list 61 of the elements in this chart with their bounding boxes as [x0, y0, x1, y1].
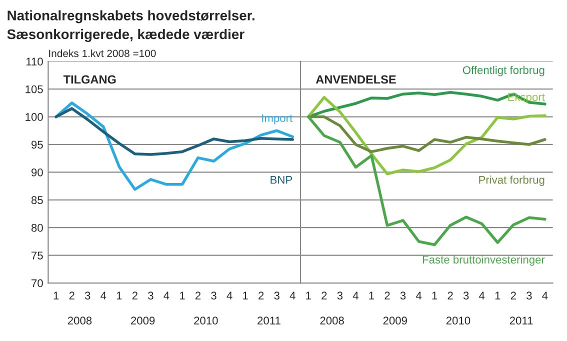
x-tick-label: 4 [542, 292, 548, 300]
x-tick-label: 1 [495, 292, 500, 300]
x-tick-label: 3 [148, 292, 154, 300]
x-tick-label: 4 [290, 292, 296, 300]
text: 2008 [68, 316, 92, 325]
y-tick-label: 110 [26, 58, 43, 66]
chart-subtitle: Sæsonkorrigerede, kædede værdier [7, 28, 244, 42]
x-tick-label: 4 [479, 292, 485, 300]
x-tick-label: 2 [384, 292, 390, 300]
line-series [54, 107, 294, 156]
y-tick-label: 80 [31, 224, 43, 232]
x-tick-label: 4 [226, 292, 232, 300]
x-tick-label: 1 [432, 292, 438, 300]
text: 2010 [194, 316, 218, 325]
text: BNP [270, 176, 292, 184]
text: 2009 [383, 316, 407, 325]
text: 2009 [131, 316, 155, 325]
x-tick-label: 4 [164, 292, 170, 300]
x-tick-label: 2 [132, 292, 138, 300]
x-tick-label: 1 [369, 292, 374, 300]
series-label: Import [262, 114, 293, 124]
y-tick-label: 105 [26, 85, 43, 94]
x-tick-label: 1 [116, 292, 122, 300]
x-tick-label: 3 [337, 292, 343, 300]
text: 2010 [446, 316, 470, 325]
x-tick-label: 2 [195, 292, 201, 300]
series-label: Offentligt forbrug [462, 66, 544, 76]
x-tick-label: 2 [69, 292, 74, 300]
x-tick-label: 1 [180, 292, 185, 300]
y-tick-label: 90 [31, 168, 43, 176]
x-tick-label: 4 [416, 292, 422, 300]
x-tick-label: 1 [54, 292, 59, 300]
x-tick-label: 4 [352, 292, 358, 300]
x-tick-label: 3 [84, 292, 90, 300]
y-tick-label: 70 [32, 279, 43, 288]
y-axis-title: Indeks 1.kvt 2008 =100 [49, 49, 156, 58]
x-tick-label: 4 [100, 292, 106, 300]
x-tick-label: 3 [463, 292, 469, 300]
x-tick-label: 3 [400, 292, 406, 300]
x-tick-label: 3 [274, 292, 280, 300]
annotation: TILGANG [63, 75, 116, 84]
y-tick-label: 100 [26, 113, 43, 121]
line-series [54, 102, 294, 191]
x-tick-label: 2 [258, 292, 264, 300]
x-tick-label: 1 [306, 292, 311, 300]
y-tick-label: 95 [31, 140, 43, 149]
annotation: ANVENDELSE [316, 75, 396, 84]
x-tick-label: 3 [211, 292, 216, 300]
x-tick-label: 3 [526, 292, 532, 300]
text: 2011 [510, 316, 533, 325]
text: Privat forbrug [479, 176, 544, 186]
x-tick-label: 2 [448, 292, 453, 300]
text: 2011 [258, 316, 280, 325]
chart-title: Nationalregnskabets hovedstørrelser. [8, 10, 254, 24]
text: 2008 [320, 316, 344, 325]
y-tick-label: 75 [32, 252, 43, 260]
x-tick-label: 1 [243, 292, 248, 300]
x-tick-label: 2 [322, 292, 327, 300]
x-tick-label: 2 [510, 292, 516, 300]
y-tick-label: 85 [31, 196, 43, 204]
series-label: Faste bruttoinvesteringer [422, 255, 545, 266]
